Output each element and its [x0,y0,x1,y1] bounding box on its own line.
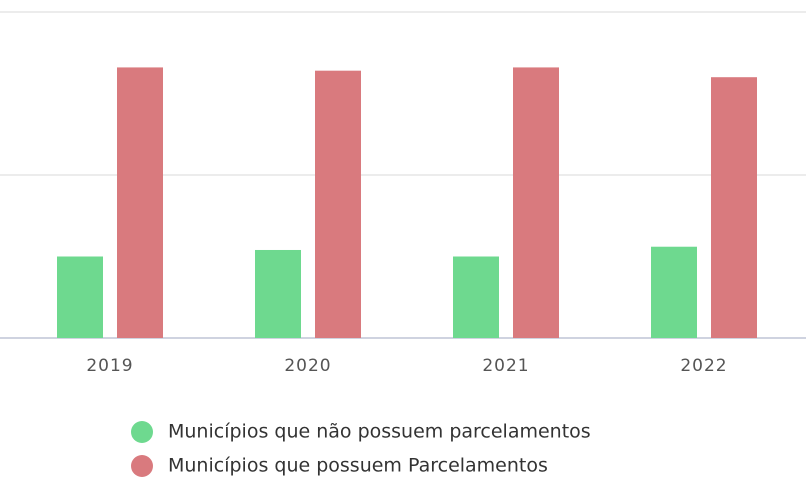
bar [651,246,697,338]
bar [453,256,499,338]
bar [117,67,163,339]
x-tick-label: 2020 [284,356,331,376]
bar [315,70,361,339]
legend-swatch [131,421,153,443]
legend-label: Municípios que possuem Parcelamentos [168,455,548,477]
x-tick-label: 2022 [680,356,727,376]
bar [513,67,559,339]
x-tick-label: 2021 [482,356,529,376]
legend-label: Municípios que não possuem parcelamentos [168,421,591,443]
x-tick-label: 2019 [86,356,133,376]
bar [711,77,757,338]
legend-swatch [131,455,153,477]
bar [255,249,301,338]
bar [57,256,103,338]
